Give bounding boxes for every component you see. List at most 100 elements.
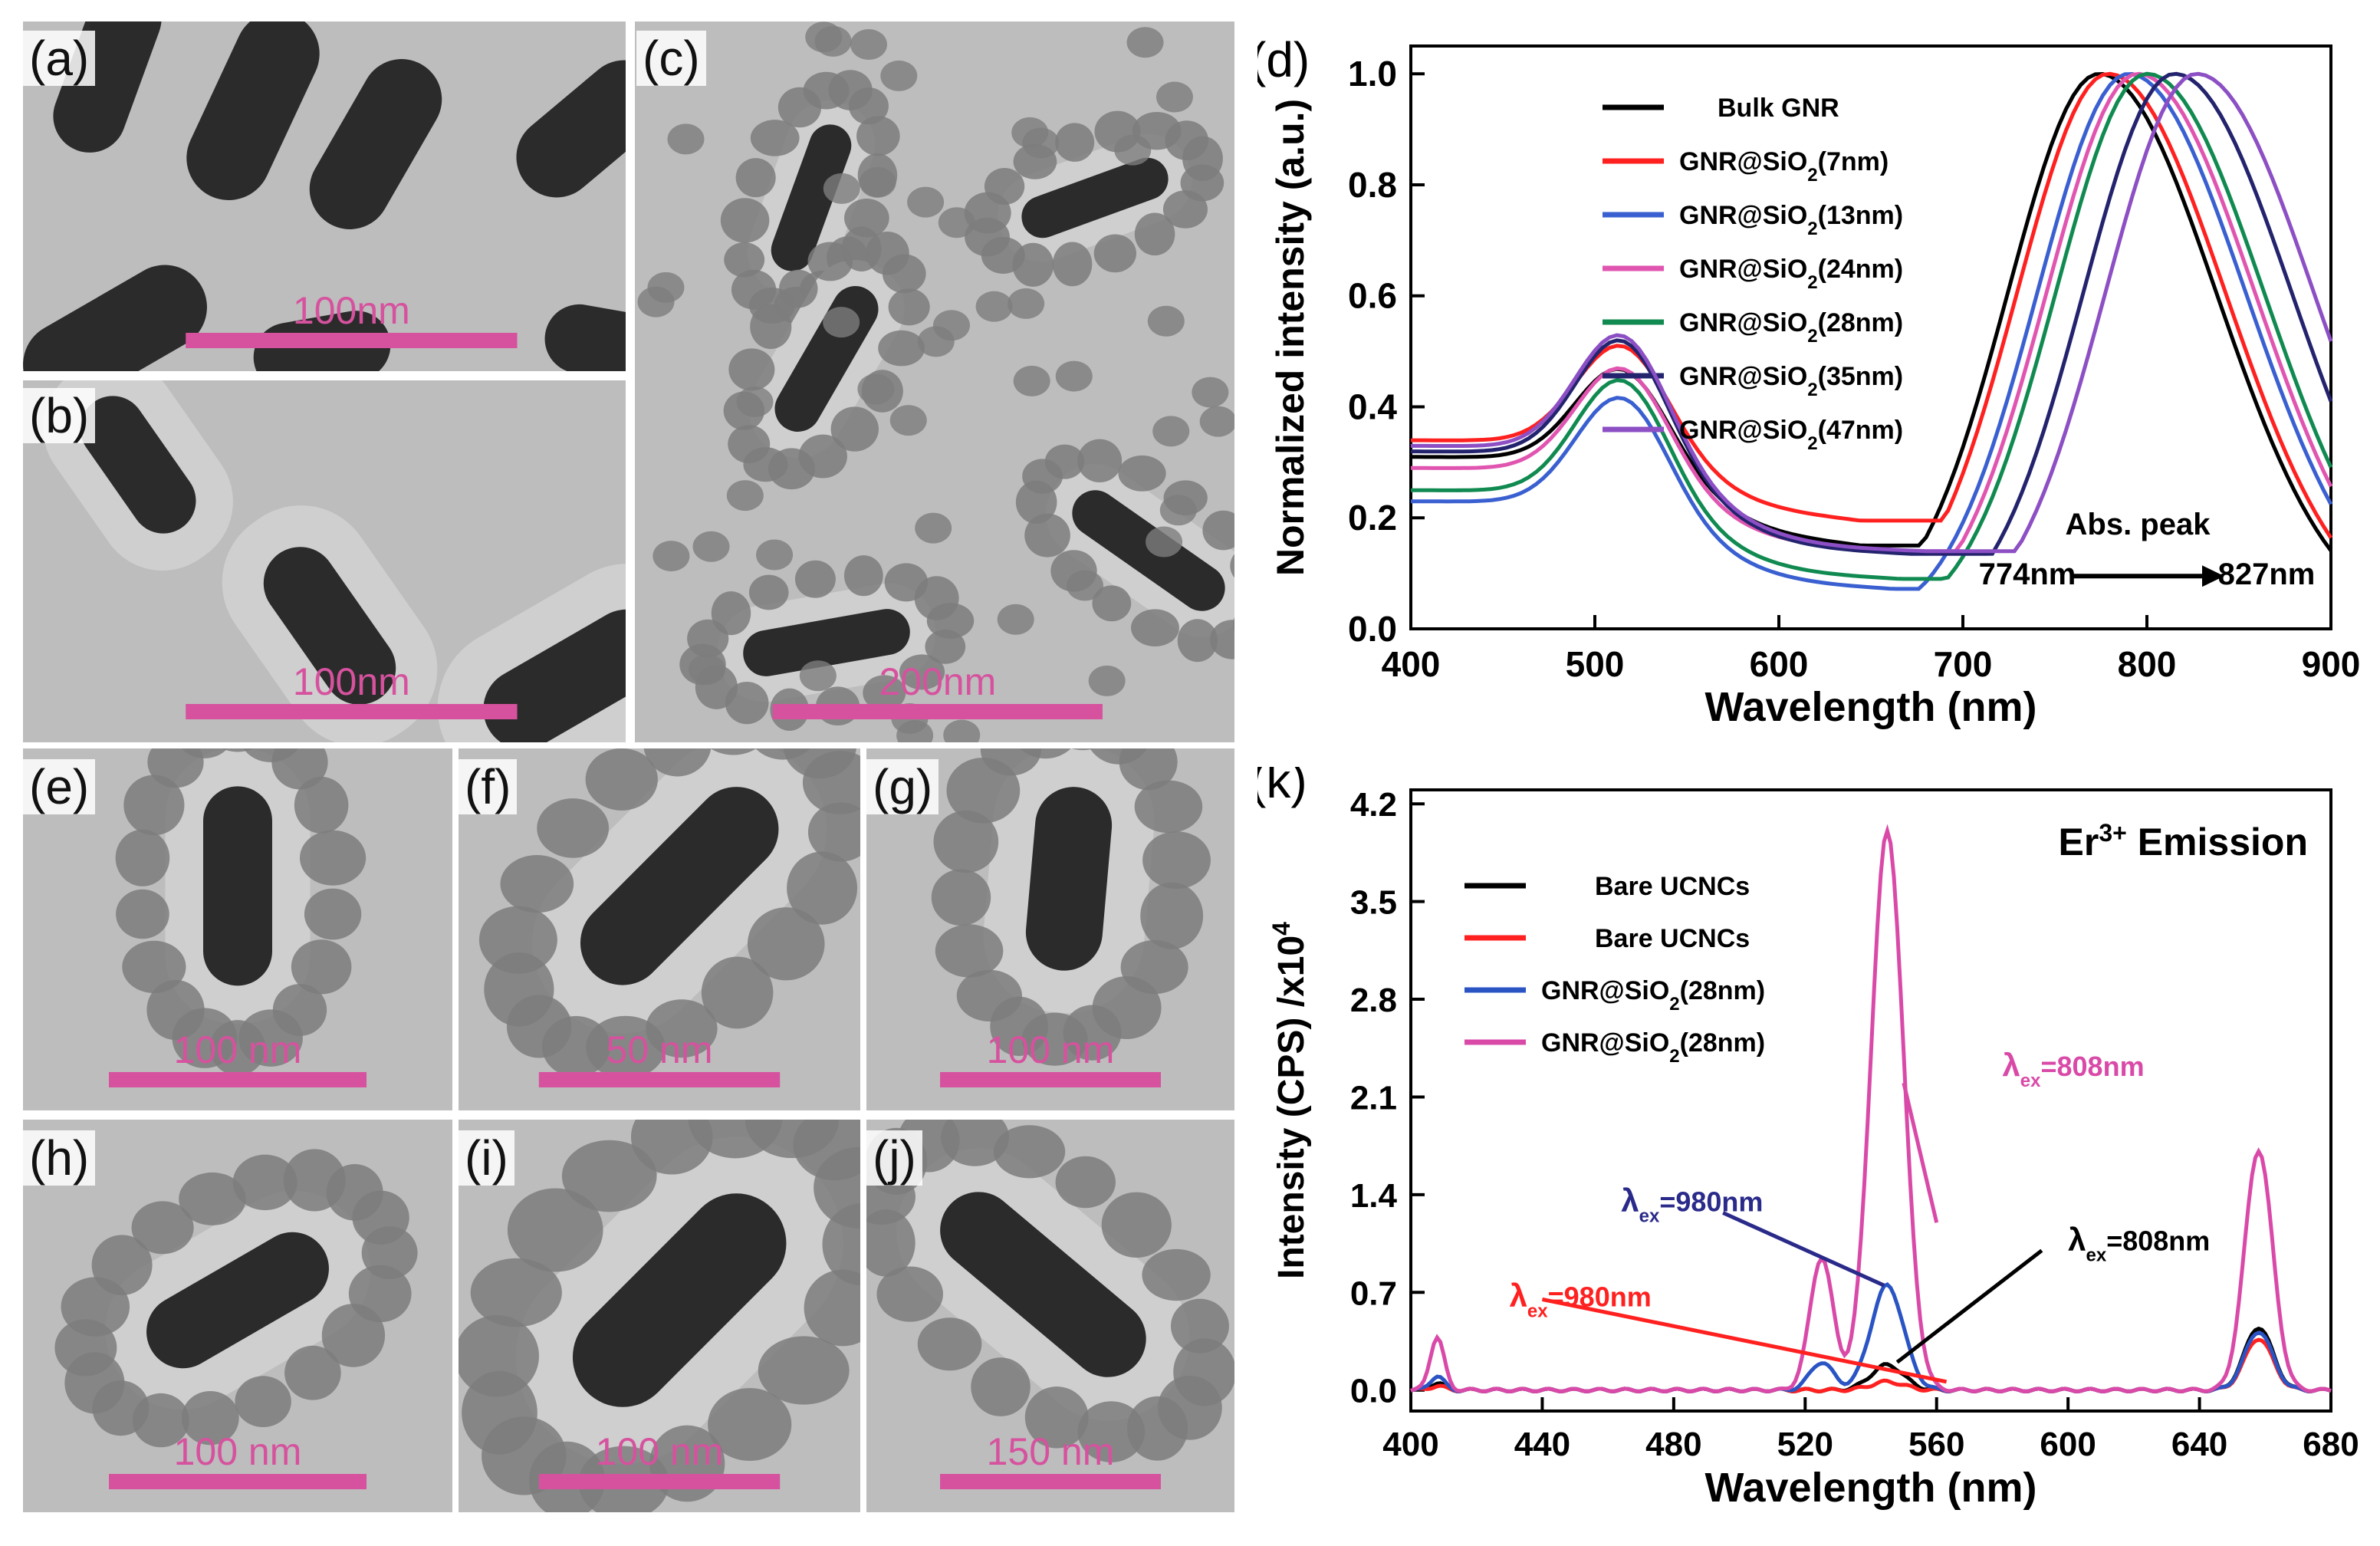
scale-bar [109,1474,367,1489]
ucnc-particle [755,748,810,760]
nanorod [1025,787,1113,971]
plot-frame [1409,788,2332,1413]
ucnc-particle [692,531,730,562]
nanorod [263,547,396,705]
ucnc-particle [1170,1298,1229,1354]
legend-label: GNR@SiO2(35nm) [1679,362,1903,400]
ucnc-particle [689,654,726,686]
ucnc-particle [131,1201,194,1255]
nanorod [203,786,272,986]
x-axis-label: Wavelength (nm) [1704,1465,2036,1511]
ucnc-particle [637,286,675,317]
excitation-annotation: λex=808nm [2002,1047,2144,1091]
scale-bar-label: 100 nm [174,1028,302,1071]
annotation-title: Abs. peak [2066,508,2211,541]
tem-panel-b: 100nm [23,380,626,742]
x-tick-label: 640 [2171,1426,2227,1463]
ucnc-particle [745,1120,839,1159]
ucnc-particle [1024,513,1070,558]
ucnc-particle [941,1120,1009,1166]
ucnc-particle [850,29,888,61]
ucnc-particle [848,87,889,125]
ucnc-particle [708,1387,792,1462]
ucnc-particle [326,1164,383,1221]
ucnc-particle [147,748,204,788]
ucnc-particle [470,1258,562,1327]
ucnc-particle [116,889,169,939]
excitation-annotation: λex=808nm [2068,1222,2210,1266]
legend-label: GNR@SiO2(28nm) [1541,976,1765,1015]
x-tick-label: 500 [1566,644,1625,684]
ucnc-particle [1152,416,1190,447]
ucnc-particle [1230,554,1234,578]
y-tick-label: 0.4 [1348,386,1397,426]
y-tick-label: 4.2 [1350,786,1397,824]
annotation-arrow [1895,1248,2043,1364]
y-tick-label: 2.8 [1350,982,1397,1019]
ucnc-particle [294,776,349,834]
legend-label: GNR@SiO2(7nm) [1679,147,1889,186]
ucnc-particle [803,71,850,110]
nanorod [771,124,852,271]
scale-bar [538,1072,781,1087]
ucnc-particle [181,1390,239,1446]
ucnc-particle [1024,1386,1089,1449]
ucnc-particle [653,541,690,572]
ucnc-particle [1101,1192,1172,1258]
ucnc-particle [291,939,352,995]
ucnc-particle [1159,495,1197,526]
panel-label-j: (j) [866,1130,922,1186]
ucnc-particle [750,120,800,156]
annotation-arrow [1902,1082,1939,1223]
ucnc-particle [1165,120,1208,160]
legend-label: Bare UCNCs [1595,872,1750,901]
x-tick-label: 560 [1908,1426,1964,1463]
ucnc-particle [1126,27,1164,58]
x-tick-label: 800 [2118,644,2177,684]
ucnc-particle [878,330,925,367]
ucnc-particle [1147,305,1185,337]
scale-bar [772,704,1103,719]
ucnc-particle [731,269,777,310]
scale-bar-label: 100nm [293,660,410,703]
ucnc-particle [993,1125,1066,1179]
emission-line [1410,1326,2332,1394]
excitation-annotation: λex=980nm [1621,1183,1763,1227]
chart-title: Er3+ Emission [2059,819,2308,863]
panel-label-d: (d) [1257,32,1310,87]
annotation-arrowhead [2202,565,2224,587]
ucnc-particle [235,1376,291,1428]
ucnc-particle [778,269,818,308]
ucnc-particle [1088,665,1126,696]
ucnc-particle [971,1357,1031,1416]
scale-bar-label: 150 nm [987,1430,1115,1473]
nanorod [1072,490,1225,611]
ucnc-particle [1044,444,1085,479]
panel-label-i: (i) [459,1130,514,1186]
nanorod [23,265,207,371]
scale-bar-label: 200nm [879,660,996,703]
ucnc-particle [830,406,879,452]
ucnc-particle [915,512,952,544]
ucnc-particle [1055,360,1093,392]
ucnc-particle [750,304,792,350]
annotation-from: 774nm [1979,558,2076,591]
x-tick-label: 480 [1645,1426,1701,1463]
chart-d: 400 500 600 700 800 900 0.0 0.2 0.4 0.6 0.8 1.0 Wave… [1257,32,2360,730]
ucnc-particle [1093,234,1136,273]
ucnc-particle [1055,123,1095,162]
nanorod [580,787,779,985]
ucnc-particle [975,291,1013,322]
spectrum-line [1411,71,2333,591]
panel-label-e: (e) [23,759,96,814]
ucnc-particle [1126,1396,1188,1461]
ucnc-particle [1066,570,1103,601]
ucnc-particle [857,373,895,405]
nanorod [186,21,320,200]
legend-label: GNR@SiO2(28nm) [1541,1028,1765,1067]
ucnc-particle [882,254,926,294]
ucnc-particle [146,979,205,1041]
ucnc-particle [876,1266,943,1322]
ucnc-particle [859,166,896,198]
ucnc-particle [238,1009,303,1067]
